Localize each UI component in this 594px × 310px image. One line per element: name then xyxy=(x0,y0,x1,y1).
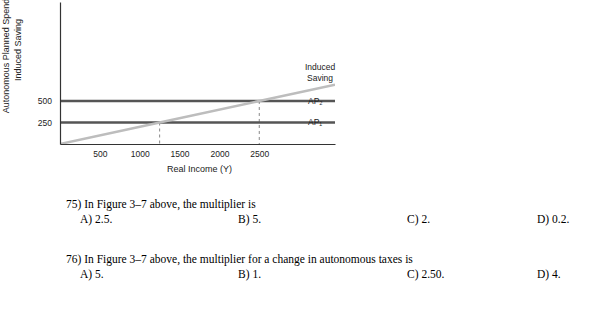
option: C) 2. xyxy=(407,213,430,226)
question: 76) In Figure 3–7 above, the multiplier … xyxy=(66,253,413,266)
series-label: AP₁ xyxy=(308,117,322,127)
option: B) 1. xyxy=(238,268,261,281)
y-axis-title: Induced Saving xyxy=(13,19,23,81)
tick-label: 2000 xyxy=(210,149,229,159)
tick: 500 xyxy=(93,144,107,159)
tick-label: 500 xyxy=(93,149,107,159)
option: D) 0.2. xyxy=(537,213,569,226)
series-label: AP₂ xyxy=(308,96,323,106)
y-axis: 250 500 xyxy=(38,3,61,145)
tick-label: 2500 xyxy=(250,149,269,159)
tick-label: 1000 xyxy=(131,149,150,159)
axis-line xyxy=(61,144,336,145)
tick: 1000 xyxy=(131,144,150,159)
tick: 500 xyxy=(38,96,60,106)
option: B) 5. xyxy=(238,213,261,226)
y-axis-title: Autonomous Planned Spending xyxy=(1,0,11,113)
tick: 2500 xyxy=(250,144,269,159)
tick: 1500 xyxy=(171,144,190,159)
tick: 250 xyxy=(38,118,60,128)
series-line xyxy=(60,100,335,103)
tick-label: 250 xyxy=(38,118,52,128)
series-line xyxy=(60,121,335,124)
tick-label: 500 xyxy=(38,96,52,106)
series-label: InducedSaving xyxy=(305,62,336,83)
drop-line xyxy=(159,122,160,144)
option: A) 2.5. xyxy=(80,213,112,226)
option: C) 2.50. xyxy=(407,268,445,281)
tick-label: 1500 xyxy=(171,149,190,159)
x-axis-title: Real Income (Y) xyxy=(167,164,232,174)
tick: 2000 xyxy=(210,144,229,159)
option: D) 4. xyxy=(537,268,561,281)
axis-line xyxy=(60,3,61,145)
question: 75) In Figure 3–7 above, the multiplier … xyxy=(66,198,256,211)
figure: 500 1000 1500 2000 2500 250 500 AP₁ AP₂ InducedSa… xyxy=(0,0,594,310)
option: A) 5. xyxy=(80,268,104,281)
plot-area xyxy=(60,85,335,144)
x-axis: 500 1000 1500 2000 2500 xyxy=(61,144,336,159)
series-line xyxy=(60,85,335,144)
